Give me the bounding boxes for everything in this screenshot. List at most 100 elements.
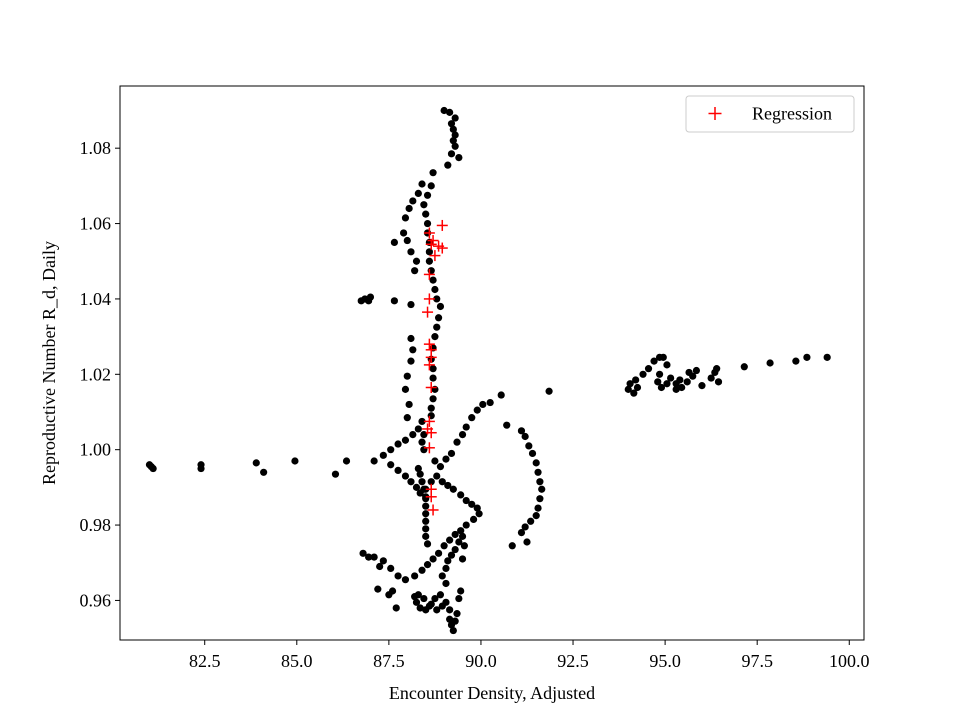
data-point [429,555,437,563]
y-axis-label: Reproductive Number R_d, Daily [39,241,59,485]
data-point [451,114,459,122]
data-point [420,201,428,209]
regression-point [425,381,437,393]
data-point [457,587,465,595]
data-point [479,400,487,409]
data-point [401,436,410,444]
regression-point [423,293,435,305]
data-point [451,617,459,625]
data-point [527,517,535,525]
regression-point [436,219,448,231]
data-point [418,438,426,446]
data-point [442,598,450,606]
data-point [407,248,415,256]
data-point [536,478,544,486]
data-point [394,440,402,448]
data-point [676,376,684,384]
data-point [412,257,421,265]
data-point [409,431,417,439]
y-tick-label: 1.08 [80,138,112,158]
data-point [453,438,461,446]
data-point [468,500,476,508]
data-point [740,363,748,371]
x-tick-label: 90.0 [465,651,497,671]
data-point [444,161,452,169]
data-point [713,365,721,373]
data-point [405,400,413,409]
regression-point [423,415,435,427]
data-point [503,421,511,429]
data-point [412,598,421,606]
data-point [414,189,422,198]
data-point [532,512,540,520]
data-point [422,210,430,218]
data-point [403,236,411,245]
data-point [370,457,378,465]
data-point [366,293,375,301]
x-tick-label: 95.0 [649,651,681,671]
data-point [403,414,411,422]
data-point [403,372,411,380]
data-point [663,361,671,369]
data-point [521,432,529,441]
regression-point [423,359,435,371]
data-point [449,137,457,145]
data-point [429,169,437,177]
data-point [425,257,433,265]
data-point [390,238,398,247]
data-point [685,368,693,377]
data-point [521,523,529,531]
data-point [823,353,831,361]
data-point [447,449,456,458]
data-point [420,431,428,439]
data-point [429,395,437,403]
data-point [663,380,671,388]
data-point [427,182,435,190]
data-point [423,540,432,548]
data-point [387,446,395,454]
data-point [374,585,382,593]
regression-point [425,491,437,503]
data-point [468,414,476,422]
x-tick-label: 85.0 [281,651,313,671]
data-point [534,468,542,476]
regression-point [423,338,435,350]
data-point [462,423,470,431]
data-point [460,542,468,550]
data-point [692,366,701,375]
data-point [418,180,426,188]
data-point [411,267,419,275]
data-point [252,459,260,467]
data-point [429,276,437,284]
data-point [411,572,419,580]
data-point [433,323,441,331]
data-point [451,530,459,539]
data-point [525,442,533,450]
data-point [672,385,680,393]
data-point [433,295,441,303]
data-point [405,204,413,213]
data-point [766,359,774,367]
data-point [655,370,664,378]
data-point [387,564,395,572]
data-point [291,457,299,465]
data-point [528,449,537,458]
data-point [197,464,205,473]
data-point [444,557,452,565]
data-point [370,553,378,561]
data-point [407,300,415,309]
data-point [538,485,546,493]
data-point [451,142,459,150]
data-point [532,459,540,467]
x-axis-label: Encounter Density, Adjusted [389,683,595,703]
data-point [457,527,465,535]
data-point [414,464,422,473]
data-point [365,553,373,561]
data-point [429,374,437,382]
data-point [436,302,445,311]
data-point [654,378,662,386]
data-point [331,470,340,478]
y-tick-label: 0.98 [80,515,112,535]
data-point [626,380,634,388]
data-point [449,125,457,133]
